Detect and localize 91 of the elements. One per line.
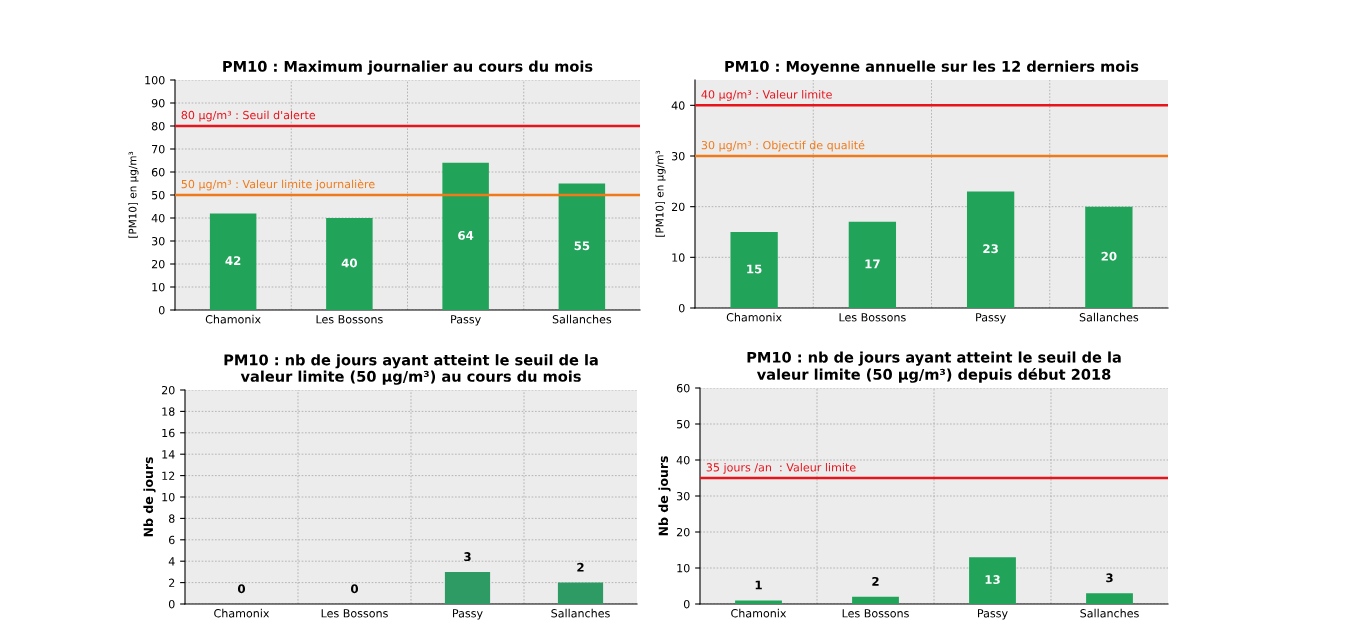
y-tick-label: 0	[168, 599, 175, 609]
x-tick-label: Chamonix	[731, 608, 787, 618]
data-label: 3	[464, 552, 471, 562]
x-tick-label: Les Bossons	[321, 609, 388, 618]
data-label: 17	[865, 259, 880, 269]
chart-title: PM10 : nb de jours ayant atteint le seuil de la valeur limite (50 µg/m³) au cours du mois	[224, 354, 598, 385]
y-tick-label: 12	[162, 471, 175, 480]
bar	[735, 600, 782, 604]
bar	[848, 221, 897, 308]
y-tick-label: 16	[162, 428, 175, 438]
y-tick-label: 0	[158, 305, 165, 315]
data-label: 3	[1106, 573, 1113, 583]
bar	[852, 596, 899, 604]
data-label: 2	[872, 576, 879, 586]
y-tick-label: 20	[151, 259, 165, 269]
y-tick-label: 14	[162, 450, 175, 459]
y-tick-label: 30	[151, 236, 165, 246]
bar	[966, 191, 1015, 308]
data-label: 13	[985, 575, 1000, 585]
data-label: 64	[458, 230, 474, 240]
y-axis-title: Nb de jours	[658, 456, 671, 536]
x-tick-label: Chamonix	[205, 314, 261, 324]
x-tick-label: Les Bossons	[316, 315, 383, 324]
x-tick-label: Les Bossons	[842, 609, 909, 618]
y-tick-label: 20	[676, 527, 690, 537]
y-tick-label: 0	[683, 599, 690, 609]
y-tick-label: 20	[161, 385, 175, 395]
x-tick-label: Sallanches	[1080, 608, 1139, 618]
ref-line-label: 40 µg/m³ : Valeur limite	[701, 90, 832, 101]
y-tick-label: 18	[162, 407, 175, 416]
y-tick-label: 8	[168, 514, 175, 523]
y-tick-label: 2	[169, 578, 175, 587]
y-axis-title: [PM10] en µg/m³	[128, 151, 139, 238]
data-label: 15	[747, 264, 762, 274]
bar	[209, 213, 257, 310]
x-tick-label: Passy	[976, 313, 1006, 324]
y-tick-label: 50	[152, 190, 165, 200]
y-tick-label: 40	[151, 213, 165, 223]
x-tick-label: Passy	[451, 315, 481, 326]
data-label: 42	[225, 256, 241, 265]
x-tick-label: Passy	[453, 609, 483, 620]
y-tick-label: 4	[168, 557, 175, 566]
x-tick-label: Chamonix	[214, 608, 270, 618]
y-tick-label: 60	[676, 383, 690, 393]
x-tick-label: Chamonix	[726, 312, 782, 322]
bar	[558, 183, 606, 310]
data-label: 55	[574, 241, 590, 251]
ref-line-label: 80 µg/m³ : Seuil d'alerte	[181, 110, 316, 122]
ref-line-label: 30 µg/m³ : Objectif de qualité	[701, 140, 865, 152]
y-tick-label: 10	[162, 492, 175, 502]
data-label: 2	[577, 562, 584, 572]
x-tick-label: Sallanches	[1079, 312, 1139, 322]
x-tick-label: Passy	[978, 609, 1008, 620]
y-tick-label: 60	[151, 167, 165, 177]
y-tick-label: 10	[677, 563, 690, 573]
x-tick-label: Les Bossons	[839, 313, 906, 322]
bar	[730, 232, 778, 308]
y-tick-label: 6	[168, 535, 175, 545]
y-tick-label: 10	[152, 282, 165, 292]
y-tick-label: 30	[671, 151, 685, 161]
chart-title: PM10 : nb de jours ayant atteint le seuil de la valeur limite (50 µg/m³) depuis début 2018	[747, 351, 1121, 383]
y-tick-label: 0	[678, 303, 685, 313]
data-label: 0	[350, 584, 359, 594]
bar	[969, 557, 1016, 604]
y-tick-label: 40	[676, 455, 690, 465]
y-tick-label: 10	[672, 253, 685, 262]
bar	[326, 218, 373, 310]
data-label: 40	[341, 258, 358, 268]
x-tick-label: Sallanches	[551, 608, 610, 618]
y-tick-label: 80	[151, 121, 165, 131]
ref-line-label: 50 µg/m³ : Valeur limite journalière	[181, 179, 375, 191]
y-axis-title: Nb de jours	[143, 457, 156, 537]
y-tick-label: 100	[145, 75, 165, 85]
y-tick-label: 50	[677, 419, 690, 429]
y-axis-title: [PM10] en µg/m³	[655, 150, 666, 237]
data-label: 1	[755, 580, 762, 590]
bar	[1086, 593, 1133, 604]
y-tick-label: 30	[676, 491, 690, 501]
data-label: 23	[983, 244, 998, 254]
y-tick-label: 70	[152, 144, 165, 154]
y-tick-label: 40	[671, 101, 685, 110]
data-label: 20	[1101, 251, 1117, 261]
data-label: 0	[237, 584, 246, 594]
chart-title: PM10 : Maximum journalier au cours du mois	[223, 60, 593, 75]
y-tick-label: 20	[671, 202, 685, 212]
bar	[442, 162, 489, 310]
y-tick-label: 90	[151, 98, 165, 108]
bar	[1085, 206, 1133, 308]
chart-title: PM10 : Moyenne annuelle sur les 12 derniers mois	[725, 60, 1139, 75]
ref-line-label: 35 jours /an : Valeur limite	[706, 462, 856, 474]
x-tick-label: Sallanches	[552, 314, 612, 324]
